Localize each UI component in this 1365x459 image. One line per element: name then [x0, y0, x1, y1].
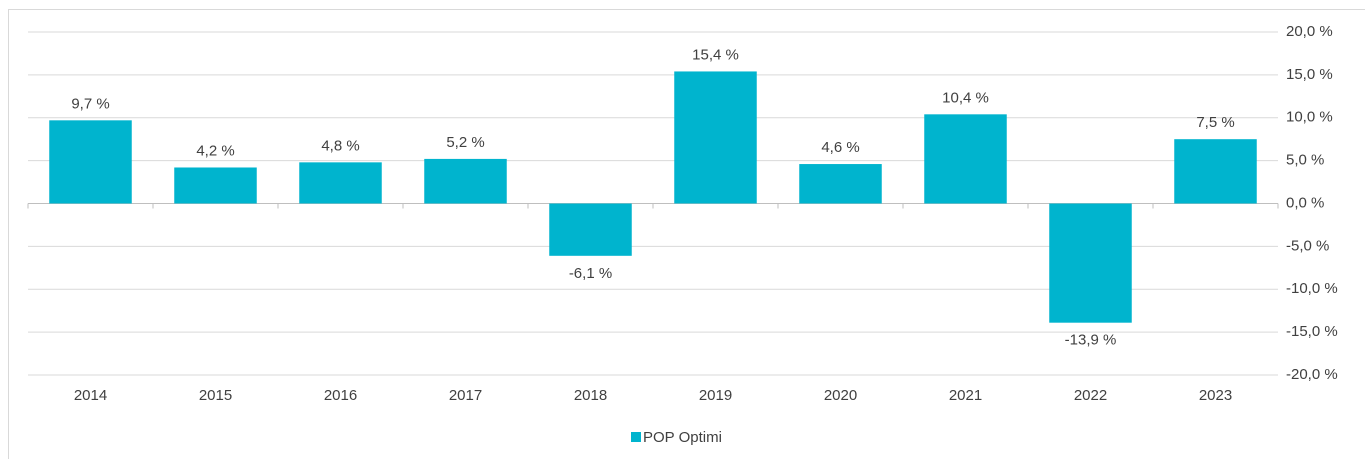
bar: [424, 158, 507, 204]
y-tick-label: 20,0 %: [1286, 23, 1333, 40]
x-tick-label: 2018: [574, 387, 607, 404]
y-tick-label: -15,0 %: [1286, 323, 1338, 340]
x-tick-label: 2016: [324, 387, 357, 404]
y-tick-label: 0,0 %: [1286, 194, 1324, 211]
x-tick-label: 2019: [699, 387, 732, 404]
data-label: 4,8 %: [321, 137, 359, 154]
bar: [1174, 139, 1257, 204]
bar: [549, 203, 632, 256]
bar: [674, 71, 757, 204]
y-tick-label: 15,0 %: [1286, 66, 1333, 83]
data-label: -6,1 %: [569, 265, 612, 282]
bar: [299, 162, 382, 204]
y-tick-label: -10,0 %: [1286, 280, 1338, 297]
legend-label: POP Optimi: [643, 429, 722, 446]
data-label: 4,2 %: [196, 142, 234, 159]
x-tick-label: 2014: [74, 387, 107, 404]
data-label: 9,7 %: [71, 95, 109, 112]
bar: [49, 120, 132, 204]
bar: [924, 114, 1007, 204]
x-tick-label: 2017: [449, 387, 482, 404]
bar: [1049, 203, 1132, 323]
y-tick-label: -5,0 %: [1286, 237, 1329, 254]
x-tick-label: 2015: [199, 387, 232, 404]
data-label: 7,5 %: [1196, 114, 1234, 131]
x-tick-label: 2021: [949, 387, 982, 404]
x-tick-label: 2022: [1074, 387, 1107, 404]
x-tick-label: 2023: [1199, 387, 1232, 404]
chart-frame: [8, 9, 1365, 459]
x-tick-label: 2020: [824, 387, 857, 404]
legend-swatch: [631, 432, 641, 442]
bar: [174, 167, 257, 204]
data-label: -13,9 %: [1065, 332, 1117, 349]
data-label: 10,4 %: [942, 89, 989, 106]
y-tick-label: 5,0 %: [1286, 152, 1324, 169]
bar: [799, 164, 882, 204]
data-label: 4,6 %: [821, 139, 859, 156]
y-tick-label: 10,0 %: [1286, 109, 1333, 126]
y-tick-label: -20,0 %: [1286, 366, 1338, 383]
data-label: 5,2 %: [446, 134, 484, 151]
data-label: 15,4 %: [692, 46, 739, 63]
